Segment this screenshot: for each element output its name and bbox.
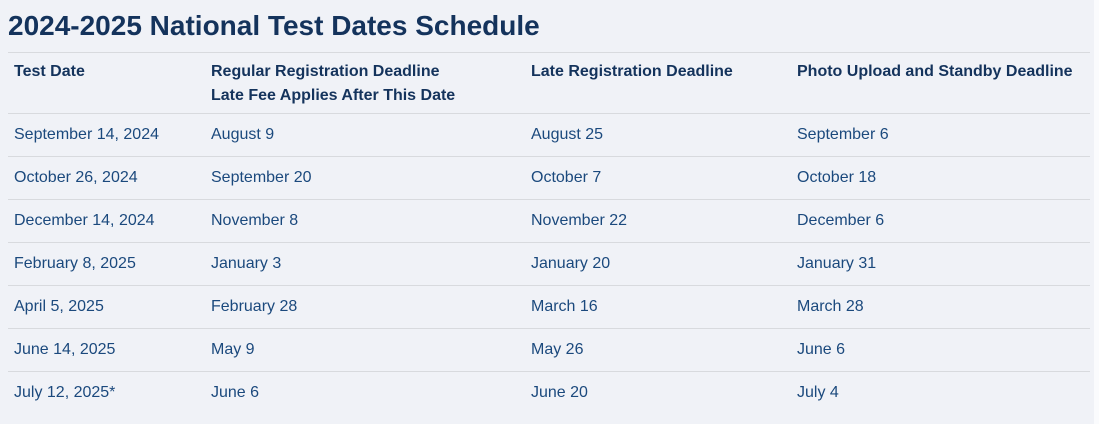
test-dates-table: Test Date Regular Registration Deadline …	[8, 53, 1090, 414]
cell-test-date: December 14, 2024	[8, 199, 205, 243]
cell-regular-deadline: September 20	[205, 156, 525, 200]
table-row: February 8, 2025 January 3 January 20 Ja…	[8, 242, 1090, 286]
cell-late-deadline: October 7	[525, 156, 791, 200]
cell-photo-standby-deadline: March 28	[791, 285, 1090, 329]
cell-photo-standby-deadline: January 31	[791, 242, 1090, 286]
table-row: October 26, 2024 September 20 October 7 …	[8, 156, 1090, 200]
page-title: 2024-2025 National Test Dates Schedule	[8, 10, 540, 41]
cell-late-deadline: May 26	[525, 328, 791, 372]
cell-test-date: September 14, 2024	[8, 113, 205, 157]
cell-test-date: July 12, 2025*	[14, 384, 116, 401]
cell-late-deadline: November 22	[525, 199, 791, 243]
column-header-sublabel: Late Fee Applies After This Date	[211, 87, 456, 104]
cell-photo-standby-deadline: October 18	[791, 156, 1090, 200]
column-header-test-date: Test Date	[8, 53, 205, 114]
cell-regular-deadline: August 9	[205, 113, 525, 157]
table-row: April 5, 2025 February 28 March 16 March…	[8, 285, 1090, 329]
table-row: December 14, 2024 November 8 November 22…	[8, 199, 1090, 243]
cell-test-date: June 14, 2025	[8, 328, 205, 372]
table-row: July 12, 2025* June 6 June 20 July 4	[8, 372, 1090, 415]
column-header-label: Late Registration Deadline	[531, 63, 733, 80]
test-dates-table-container: Test Date Regular Registration Deadline …	[8, 52, 1090, 414]
header-row: Test Date Regular Registration Deadline …	[8, 53, 1090, 114]
cell-photo-standby-deadline: September 6	[791, 113, 1090, 157]
cell-regular-deadline: February 28	[205, 285, 525, 329]
cell-regular-deadline: November 8	[205, 199, 525, 243]
cell-photo-standby-deadline: July 4	[797, 384, 839, 401]
cell-regular-deadline: May 9	[205, 328, 525, 372]
column-header-label: Photo Upload and Standby Deadline	[797, 63, 1073, 80]
cell-test-date: April 5, 2025	[8, 285, 205, 329]
cell-photo-standby-deadline: December 6	[791, 199, 1090, 243]
table-row: September 14, 2024 August 9 August 25 Se…	[8, 113, 1090, 157]
cell-late-deadline: January 20	[525, 242, 791, 286]
cell-late-deadline: March 16	[525, 285, 791, 329]
cell-photo-standby-deadline: June 6	[791, 328, 1090, 372]
column-header-regular-registration-deadline: Regular Registration Deadline Late Fee A…	[205, 53, 525, 114]
cell-test-date: October 26, 2024	[8, 156, 205, 200]
column-header-label: Regular Registration Deadline	[211, 63, 440, 80]
column-header-photo-upload-standby-deadline: Photo Upload and Standby Deadline	[791, 53, 1090, 114]
cell-regular-deadline: January 3	[205, 242, 525, 286]
scrollbar-track[interactable]	[1094, 0, 1099, 424]
column-header-late-registration-deadline: Late Registration Deadline	[525, 53, 791, 114]
cell-regular-deadline: June 6	[211, 384, 260, 401]
table-row: June 14, 2025 May 9 May 26 June 6	[8, 328, 1090, 372]
cell-late-deadline: August 25	[525, 113, 791, 157]
column-header-label: Test Date	[14, 63, 85, 80]
cell-test-date: February 8, 2025	[8, 242, 205, 286]
cell-late-deadline: June 20	[531, 384, 588, 401]
